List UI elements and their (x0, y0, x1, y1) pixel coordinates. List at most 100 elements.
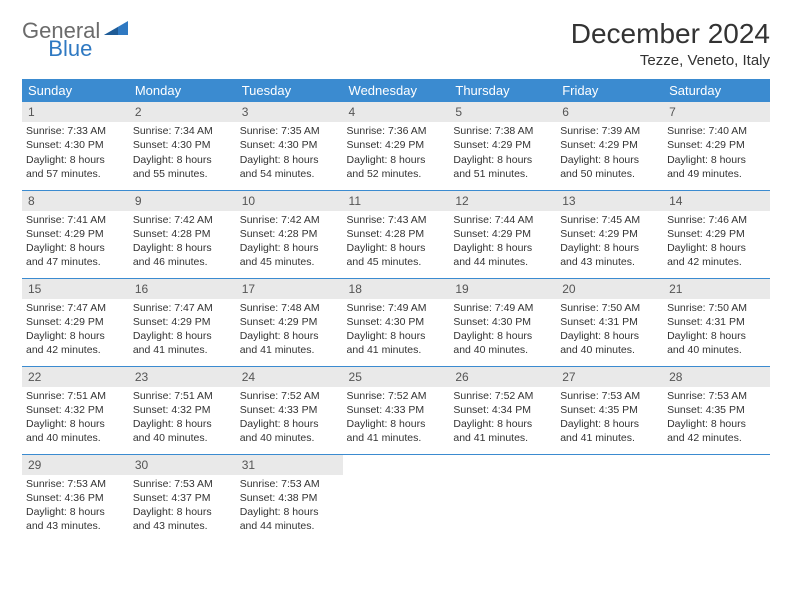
sunset: Sunset: 4:32 PM (26, 403, 125, 417)
daylight-line2: and 47 minutes. (26, 255, 125, 269)
day-body: Sunrise: 7:47 AMSunset: 4:29 PMDaylight:… (22, 299, 129, 362)
sunrise: Sunrise: 7:45 AM (560, 213, 659, 227)
daylight-line2: and 44 minutes. (240, 519, 339, 533)
sunrise: Sunrise: 7:34 AM (133, 124, 232, 138)
day-number: 10 (236, 191, 343, 211)
daylight-line1: Daylight: 8 hours (133, 505, 232, 519)
daylight-line2: and 43 minutes. (560, 255, 659, 269)
calendar-cell: 26Sunrise: 7:52 AMSunset: 4:34 PMDayligh… (449, 366, 556, 454)
sunset: Sunset: 4:34 PM (453, 403, 552, 417)
calendar-cell: 30Sunrise: 7:53 AMSunset: 4:37 PMDayligh… (129, 454, 236, 542)
calendar-cell: 17Sunrise: 7:48 AMSunset: 4:29 PMDayligh… (236, 278, 343, 366)
sunset: Sunset: 4:35 PM (667, 403, 766, 417)
daylight-line2: and 40 minutes. (133, 431, 232, 445)
calendar-cell: 2Sunrise: 7:34 AMSunset: 4:30 PMDaylight… (129, 102, 236, 190)
daylight-line2: and 42 minutes. (26, 343, 125, 357)
calendar-table: SundayMondayTuesdayWednesdayThursdayFrid… (22, 79, 770, 542)
sunset: Sunset: 4:30 PM (133, 138, 232, 152)
calendar-cell: 16Sunrise: 7:47 AMSunset: 4:29 PMDayligh… (129, 278, 236, 366)
daylight-line1: Daylight: 8 hours (240, 329, 339, 343)
daylight-line1: Daylight: 8 hours (453, 241, 552, 255)
daylight-line1: Daylight: 8 hours (347, 241, 446, 255)
calendar-cell: 6Sunrise: 7:39 AMSunset: 4:29 PMDaylight… (556, 102, 663, 190)
sunset: Sunset: 4:29 PM (560, 138, 659, 152)
day-number: 16 (129, 279, 236, 299)
daylight-line1: Daylight: 8 hours (133, 417, 232, 431)
daylight-line2: and 49 minutes. (667, 167, 766, 181)
calendar-cell: 15Sunrise: 7:47 AMSunset: 4:29 PMDayligh… (22, 278, 129, 366)
logo: General Blue (22, 18, 178, 44)
calendar-cell: 27Sunrise: 7:53 AMSunset: 4:35 PMDayligh… (556, 366, 663, 454)
day-body: Sunrise: 7:40 AMSunset: 4:29 PMDaylight:… (663, 122, 770, 185)
day-number: 25 (343, 367, 450, 387)
daylight-line1: Daylight: 8 hours (240, 505, 339, 519)
daylight-line1: Daylight: 8 hours (133, 241, 232, 255)
calendar-cell: .. (663, 454, 770, 542)
sunset: Sunset: 4:30 PM (453, 315, 552, 329)
day-number: 24 (236, 367, 343, 387)
sunset: Sunset: 4:29 PM (667, 227, 766, 241)
sunrise: Sunrise: 7:42 AM (240, 213, 339, 227)
sunset: Sunset: 4:36 PM (26, 491, 125, 505)
daylight-line1: Daylight: 8 hours (240, 153, 339, 167)
day-body: Sunrise: 7:53 AMSunset: 4:35 PMDaylight:… (663, 387, 770, 450)
weekday-header: Sunday (22, 79, 129, 102)
calendar-cell: 24Sunrise: 7:52 AMSunset: 4:33 PMDayligh… (236, 366, 343, 454)
sunrise: Sunrise: 7:50 AM (667, 301, 766, 315)
calendar-cell: 31Sunrise: 7:53 AMSunset: 4:38 PMDayligh… (236, 454, 343, 542)
sunset: Sunset: 4:29 PM (26, 315, 125, 329)
day-body: Sunrise: 7:38 AMSunset: 4:29 PMDaylight:… (449, 122, 556, 185)
sunrise: Sunrise: 7:39 AM (560, 124, 659, 138)
month-title: December 2024 (571, 18, 770, 50)
sunrise: Sunrise: 7:52 AM (240, 389, 339, 403)
day-body: Sunrise: 7:53 AMSunset: 4:35 PMDaylight:… (556, 387, 663, 450)
day-number: 19 (449, 279, 556, 299)
day-number: 28 (663, 367, 770, 387)
day-number: 11 (343, 191, 450, 211)
daylight-line1: Daylight: 8 hours (453, 153, 552, 167)
day-body: Sunrise: 7:41 AMSunset: 4:29 PMDaylight:… (22, 211, 129, 274)
day-number: 4 (343, 102, 450, 122)
day-body: Sunrise: 7:35 AMSunset: 4:30 PMDaylight:… (236, 122, 343, 185)
daylight-line1: Daylight: 8 hours (26, 417, 125, 431)
daylight-line2: and 43 minutes. (26, 519, 125, 533)
sunrise: Sunrise: 7:35 AM (240, 124, 339, 138)
day-body: Sunrise: 7:47 AMSunset: 4:29 PMDaylight:… (129, 299, 236, 362)
daylight-line2: and 50 minutes. (560, 167, 659, 181)
calendar-cell: 19Sunrise: 7:49 AMSunset: 4:30 PMDayligh… (449, 278, 556, 366)
daylight-line1: Daylight: 8 hours (453, 329, 552, 343)
sunrise: Sunrise: 7:38 AM (453, 124, 552, 138)
daylight-line2: and 51 minutes. (453, 167, 552, 181)
day-body: Sunrise: 7:43 AMSunset: 4:28 PMDaylight:… (343, 211, 450, 274)
title-block: December 2024 Tezze, Veneto, Italy (571, 18, 770, 69)
logo-text-blue: Blue (48, 36, 92, 62)
day-number: 14 (663, 191, 770, 211)
calendar-cell: 13Sunrise: 7:45 AMSunset: 4:29 PMDayligh… (556, 190, 663, 278)
day-number: 13 (556, 191, 663, 211)
daylight-line2: and 40 minutes. (560, 343, 659, 357)
day-body: Sunrise: 7:39 AMSunset: 4:29 PMDaylight:… (556, 122, 663, 185)
daylight-line2: and 43 minutes. (133, 519, 232, 533)
sunset: Sunset: 4:29 PM (133, 315, 232, 329)
sunrise: Sunrise: 7:43 AM (347, 213, 446, 227)
daylight-line2: and 40 minutes. (26, 431, 125, 445)
day-number: 7 (663, 102, 770, 122)
location: Tezze, Veneto, Italy (571, 52, 770, 69)
sunset: Sunset: 4:31 PM (560, 315, 659, 329)
sunrise: Sunrise: 7:44 AM (453, 213, 552, 227)
sunrise: Sunrise: 7:52 AM (453, 389, 552, 403)
daylight-line1: Daylight: 8 hours (133, 153, 232, 167)
day-number: 12 (449, 191, 556, 211)
day-body: Sunrise: 7:46 AMSunset: 4:29 PMDaylight:… (663, 211, 770, 274)
day-number: 3 (236, 102, 343, 122)
weekday-header: Wednesday (343, 79, 450, 102)
day-body: Sunrise: 7:52 AMSunset: 4:33 PMDaylight:… (236, 387, 343, 450)
sunrise: Sunrise: 7:53 AM (133, 477, 232, 491)
calendar-cell: 22Sunrise: 7:51 AMSunset: 4:32 PMDayligh… (22, 366, 129, 454)
calendar-cell: 20Sunrise: 7:50 AMSunset: 4:31 PMDayligh… (556, 278, 663, 366)
logo-mark-icon (104, 19, 130, 42)
weekday-header: Saturday (663, 79, 770, 102)
sunrise: Sunrise: 7:53 AM (26, 477, 125, 491)
sunset: Sunset: 4:29 PM (26, 227, 125, 241)
day-body: Sunrise: 7:51 AMSunset: 4:32 PMDaylight:… (22, 387, 129, 450)
